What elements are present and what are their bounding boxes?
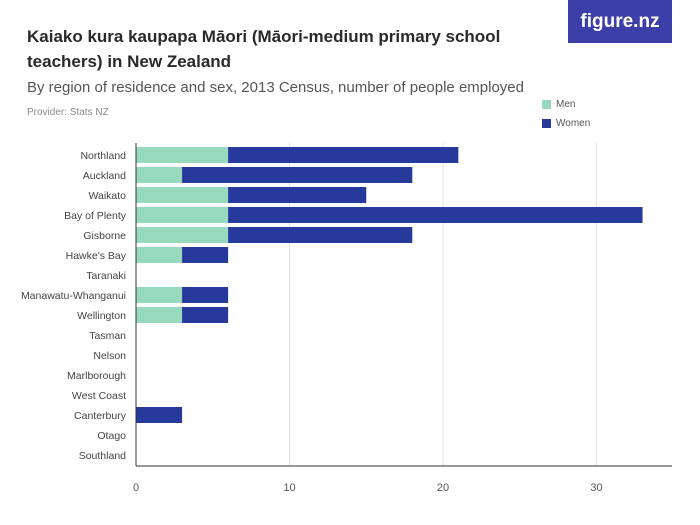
- bar-women-1: [182, 167, 413, 183]
- category-label-15: Southland: [79, 450, 126, 462]
- category-label-14: Otago: [97, 430, 126, 442]
- category-label-0: Northland: [80, 150, 126, 162]
- category-label-13: Canterbury: [74, 410, 127, 422]
- legend-label-men: Men: [556, 99, 576, 110]
- category-label-12: West Coast: [72, 390, 126, 402]
- legend-item-women: Women: [542, 114, 590, 133]
- legend-label-women: Women: [556, 118, 591, 129]
- provider-note: Provider: Stats NZ: [27, 107, 109, 118]
- category-label-6: Taranaki: [86, 270, 126, 282]
- bar-men-8: [136, 307, 183, 323]
- bar-women-3: [228, 207, 643, 223]
- bar-women-8: [182, 307, 229, 323]
- x-tick-label-30: 30: [590, 482, 602, 494]
- bar-men-0: [136, 147, 229, 163]
- legend-swatch-men: [542, 100, 551, 109]
- bar-women-13: [136, 407, 183, 423]
- category-label-2: Waikato: [88, 190, 126, 202]
- chart-title: Kaiako kura kaupapa Māori (Māori-medium …: [27, 27, 501, 71]
- bar-men-1: [136, 167, 183, 183]
- category-label-5: Hawke's Bay: [66, 250, 127, 262]
- x-tick-label-10: 10: [283, 482, 295, 494]
- bar-women-4: [228, 227, 413, 243]
- category-label-1: Auckland: [83, 170, 126, 182]
- bar-men-2: [136, 187, 229, 203]
- bar-men-4: [136, 227, 229, 243]
- category-label-10: Nelson: [93, 350, 126, 362]
- category-label-7: Manawatu-Whanganui: [21, 290, 126, 302]
- x-tick-label-20: 20: [437, 482, 449, 494]
- category-label-3: Bay of Plenty: [64, 210, 127, 222]
- category-label-9: Tasman: [89, 330, 126, 342]
- bar-women-0: [228, 147, 459, 163]
- legend: Men Women: [542, 95, 590, 133]
- bar-women-5: [182, 247, 229, 263]
- category-label-11: Marlborough: [67, 370, 126, 382]
- bar-women-2: [228, 187, 367, 203]
- x-tick-label-0: 0: [133, 482, 139, 494]
- bar-men-3: [136, 207, 229, 223]
- category-label-4: Gisborne: [83, 230, 126, 242]
- legend-swatch-women: [542, 119, 551, 128]
- brand-logo[interactable]: figure.nz: [568, 0, 672, 43]
- category-label-8: Wellington: [77, 310, 126, 322]
- bar-men-7: [136, 287, 183, 303]
- bar-women-7: [182, 287, 229, 303]
- legend-item-men: Men: [542, 95, 590, 114]
- bar-men-5: [136, 247, 183, 263]
- chart-subtitle: By region of residence and sex, 2013 Cen…: [27, 79, 524, 96]
